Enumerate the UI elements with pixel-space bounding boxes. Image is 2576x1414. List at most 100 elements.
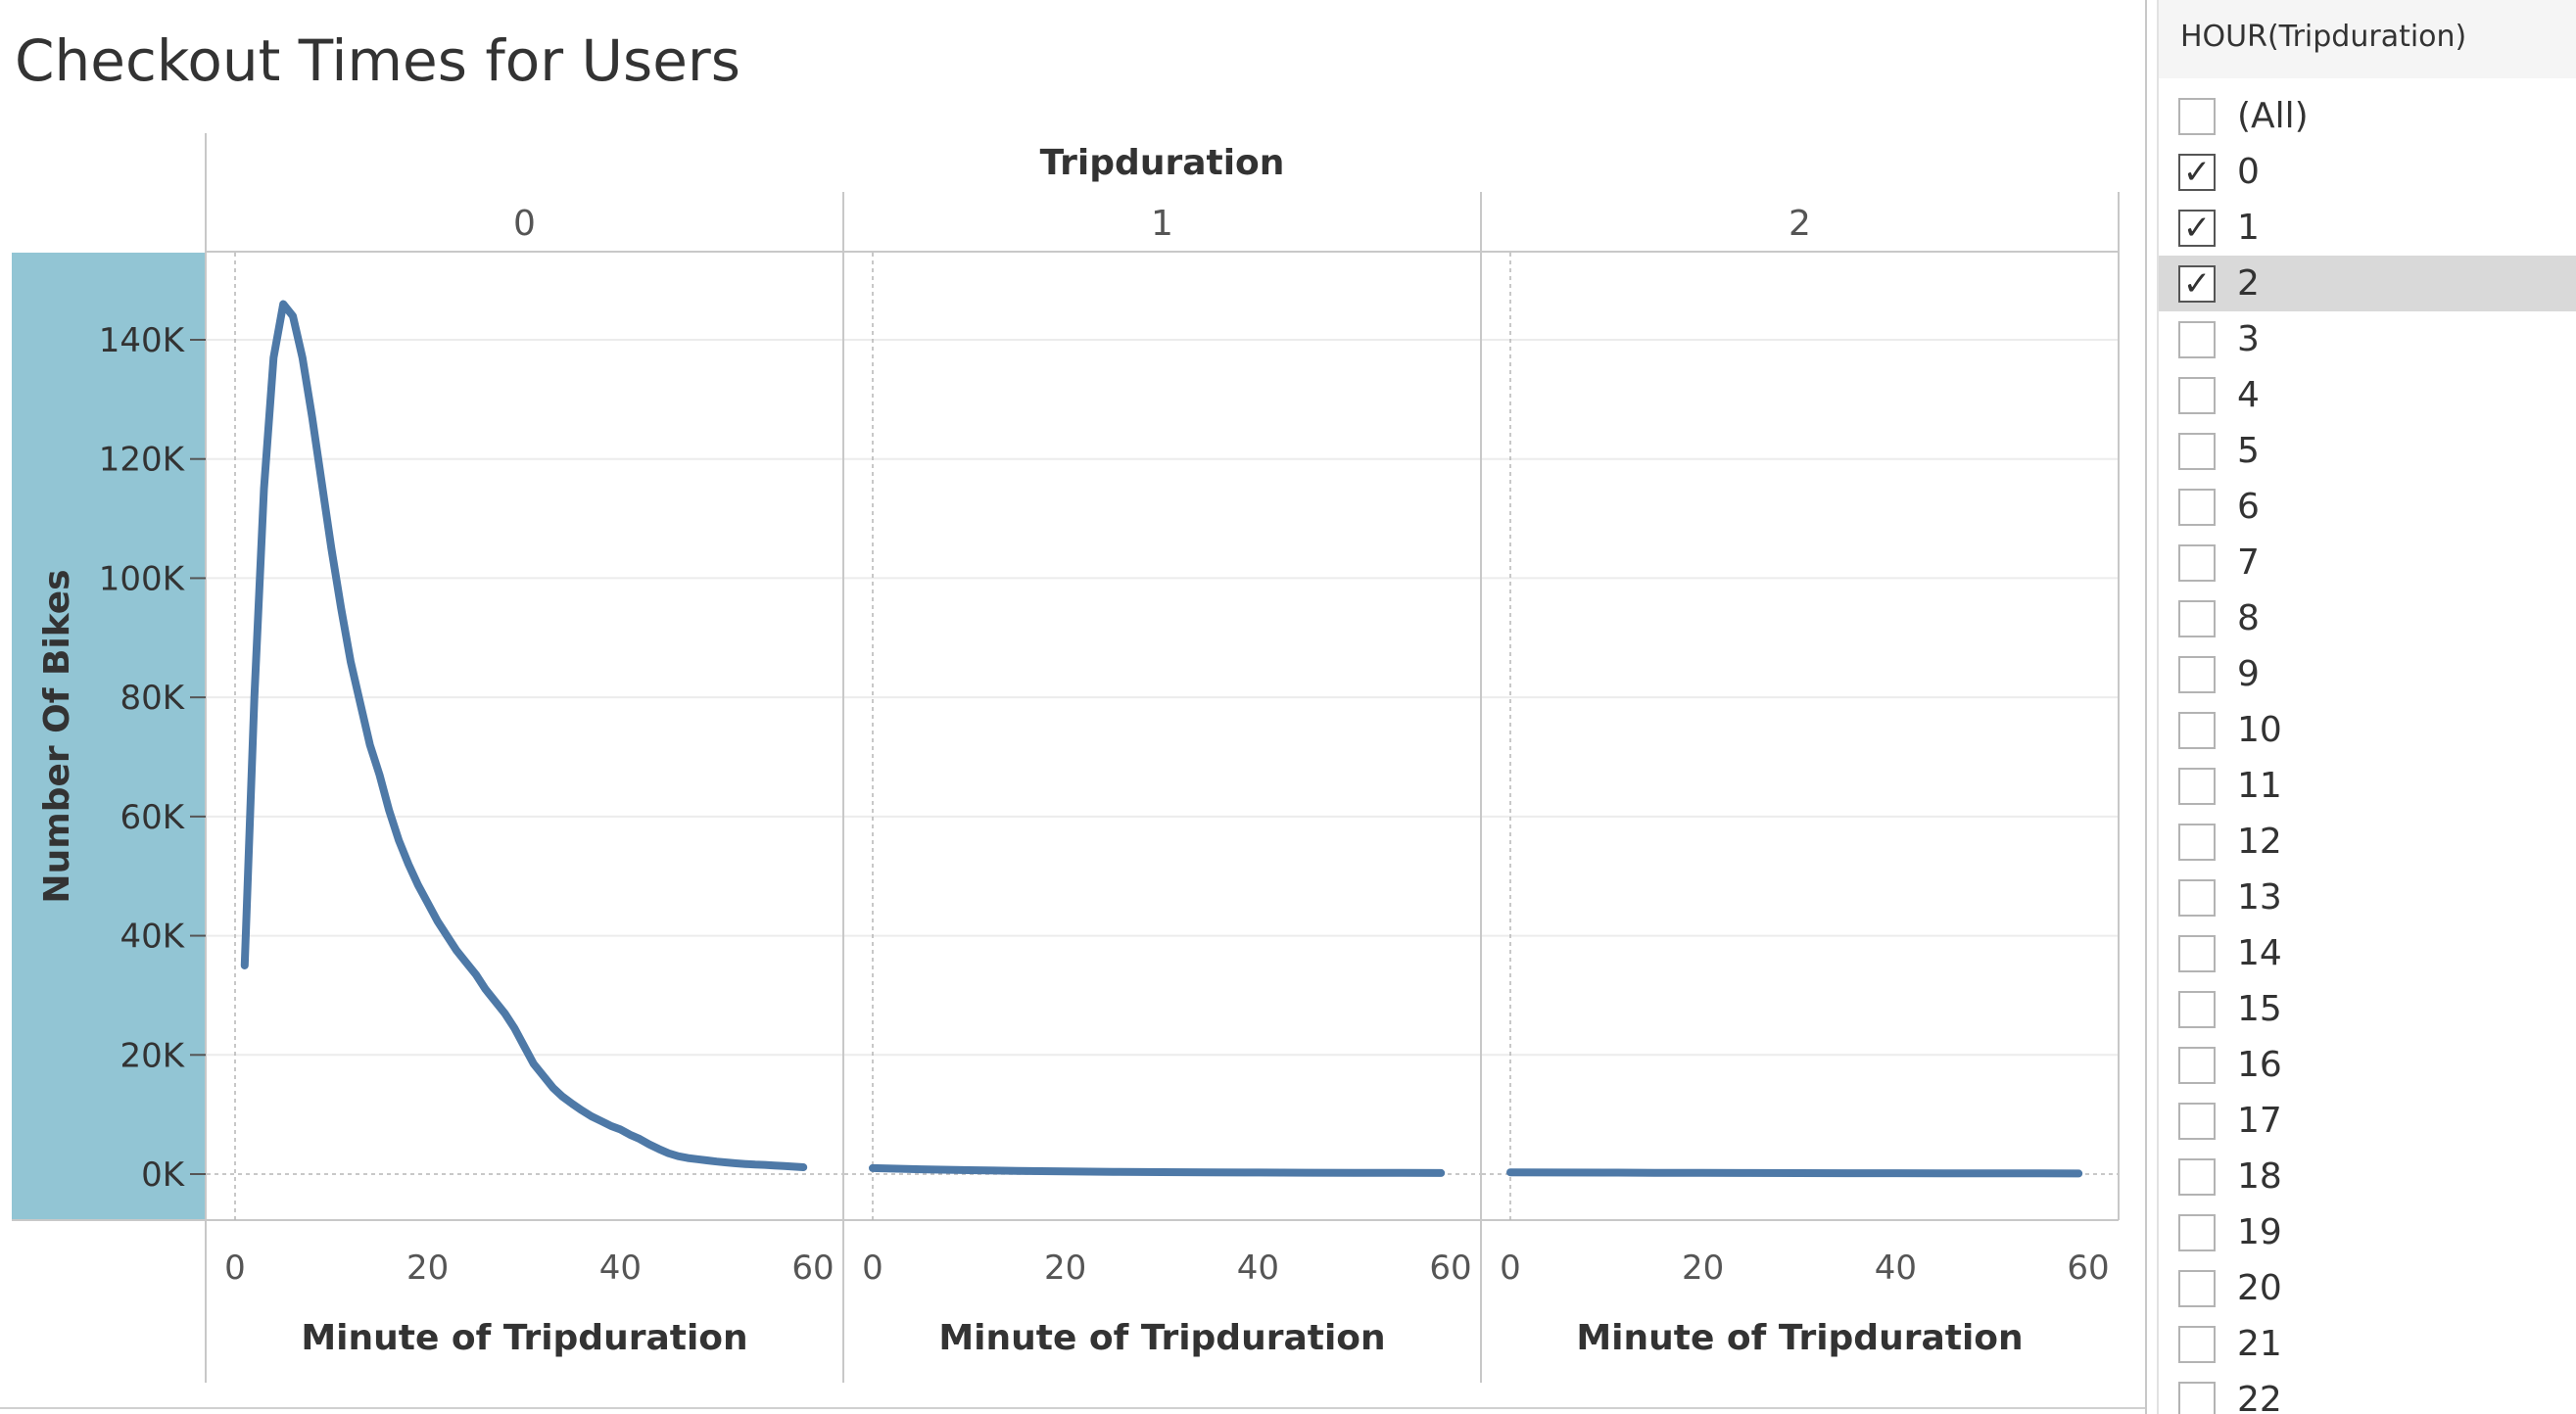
y-axis-highlight [12,253,206,1220]
filter-item[interactable]: ✓ 0 [2159,144,2576,200]
y-tick-label: 40K [119,918,185,957]
y-tick-label: 80K [119,679,185,718]
facet-label: 2 [1789,204,1811,244]
checkbox[interactable] [2178,1325,2216,1363]
filter-item-label: 3 [2237,319,2260,359]
checkbox[interactable]: ✓ [2178,264,2216,303]
filter-item[interactable]: 7 [2159,535,2576,590]
checkbox[interactable] [2178,599,2216,637]
x-tick-label: 0 [1500,1249,1521,1288]
filter-item-label: 11 [2237,766,2282,806]
filter-item[interactable]: 18 [2159,1149,2576,1204]
filter-item-label: 15 [2237,989,2282,1029]
series-line-1 [869,1163,1446,1177]
filter-title: HOUR(Tripduration) [2159,0,2576,78]
filter-item-label: 2 [2237,263,2260,304]
checkbox[interactable] [2178,543,2216,582]
x-tick-label: 40 [1875,1249,1917,1288]
filter-item-label: 7 [2237,542,2260,583]
filter-item[interactable]: 13 [2159,870,2576,925]
filter-item[interactable]: (All) [2159,88,2576,144]
filter-item[interactable]: 17 [2159,1093,2576,1149]
checkbox[interactable]: ✓ [2178,153,2216,191]
checkbox[interactable] [2178,432,2216,470]
filter-item-label: 17 [2237,1101,2282,1141]
filter-panel-inner: HOUR(Tripduration) (All) ✓ 0 ✓ 1 ✓ 2 3 4 5 6 7 8 9 10 1… [2157,0,2576,1414]
filter-item[interactable]: 15 [2159,981,2576,1037]
y-tick-label: 100K [99,559,186,598]
checkbox[interactable] [2178,1157,2216,1196]
facet-header-title: Tripduration [1040,143,1285,183]
filter-item-label: 20 [2237,1268,2282,1308]
x-tick-label: 0 [224,1249,246,1288]
y-tick-label: 120K [99,441,186,480]
y-tick-label: 140K [99,321,186,360]
filter-item[interactable]: 10 [2159,702,2576,758]
checkbox[interactable] [2178,990,2216,1028]
checkbox[interactable] [2178,376,2216,414]
y-axis-title: Number Of Bikes [37,569,77,903]
checkbox[interactable] [2178,488,2216,526]
filter-list: (All) ✓ 0 ✓ 1 ✓ 2 3 4 5 6 7 8 9 10 11 12 13 14 15 16 17 18 19 20… [2159,88,2576,1414]
filter-item-label: 16 [2237,1045,2282,1085]
filter-item-label: 4 [2237,375,2260,415]
checkbox[interactable] [2178,934,2216,972]
checkbox[interactable]: ✓ [2178,209,2216,247]
filter-item-label: 21 [2237,1324,2282,1364]
x-axis-title: Minute of Tripduration [938,1318,1385,1358]
series-line-0 [240,300,808,1171]
checkbox[interactable] [2178,655,2216,693]
filter-item[interactable]: 20 [2159,1260,2576,1316]
filter-item[interactable]: 6 [2159,479,2576,535]
filter-item-label: 12 [2237,822,2282,862]
filter-item-label: 5 [2237,431,2260,471]
y-tick-label: 20K [119,1036,185,1075]
filter-panel: HOUR(Tripduration) (All) ✓ 0 ✓ 1 ✓ 2 3 4 5 6 7 8 9 10 1… [2145,0,2576,1414]
filter-item-label: 0 [2237,152,2260,192]
filter-item[interactable]: 3 [2159,311,2576,367]
checkbox[interactable] [2178,767,2216,805]
x-tick-label: 20 [1682,1249,1724,1288]
x-tick-label: 20 [1044,1249,1086,1288]
checkbox[interactable] [2178,97,2216,135]
x-tick-label: 40 [599,1249,642,1288]
filter-item[interactable]: 9 [2159,646,2576,702]
filter-item[interactable]: 19 [2159,1204,2576,1260]
filter-item-label: 13 [2237,877,2282,918]
filter-item[interactable]: 8 [2159,590,2576,646]
checkbox[interactable] [2178,878,2216,917]
filter-item[interactable]: 4 [2159,367,2576,423]
filter-item[interactable]: ✓ 1 [2159,200,2576,256]
checkbox[interactable] [2178,1102,2216,1140]
bottom-divider [0,1407,2145,1409]
checkbox[interactable] [2178,1381,2216,1414]
checkbox[interactable] [2178,711,2216,749]
x-tick-label: 0 [862,1249,883,1288]
filter-item[interactable]: 21 [2159,1316,2576,1372]
y-tick-label: 0K [141,1155,186,1195]
filter-item[interactable]: ✓ 2 [2159,256,2576,311]
checkbox[interactable] [2178,320,2216,358]
filter-item-label: 1 [2237,208,2260,248]
filter-item-label: 19 [2237,1212,2282,1252]
chart-area: Checkout Times for Users Tripduration 0 0 2… [12,27,2120,1383]
filter-item[interactable]: 5 [2159,423,2576,479]
filter-item-label: 18 [2237,1156,2282,1197]
checkbox[interactable] [2178,823,2216,861]
filter-item-label: 6 [2237,487,2260,527]
x-tick-label: 60 [1429,1249,1471,1288]
checkbox[interactable] [2178,1213,2216,1251]
checkbox[interactable] [2178,1046,2216,1084]
filter-item-label: 22 [2237,1380,2282,1414]
filter-item-label: 14 [2237,933,2282,973]
filter-item[interactable]: 11 [2159,758,2576,814]
filter-item[interactable]: 22 [2159,1372,2576,1414]
filter-item-label: 10 [2237,710,2282,750]
x-axis-title: Minute of Tripduration [1576,1318,2023,1358]
filter-item[interactable]: 16 [2159,1037,2576,1093]
filter-item[interactable]: 12 [2159,814,2576,870]
checkbox[interactable] [2178,1269,2216,1307]
filter-item[interactable]: 14 [2159,925,2576,981]
facet-label: 0 [513,204,536,244]
